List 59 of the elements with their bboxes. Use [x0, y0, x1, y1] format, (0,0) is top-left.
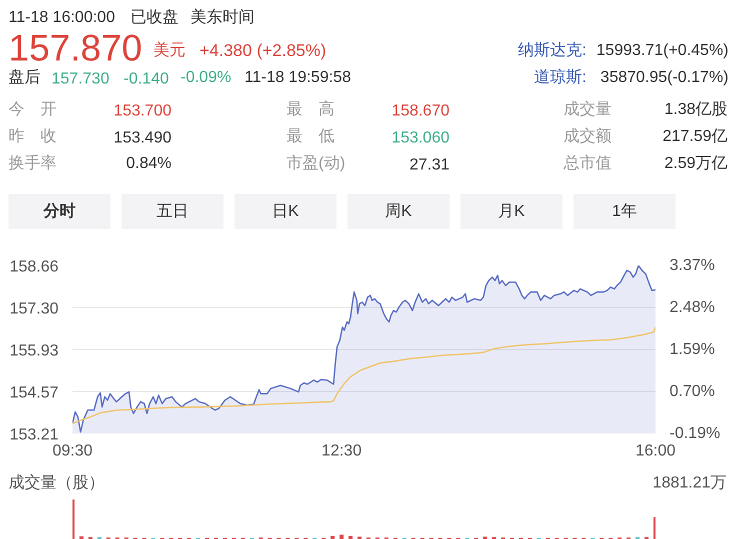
text: 已收盘 — [130, 9, 178, 26]
y-tick-label: 157.30 — [10, 300, 59, 318]
text: 35870.95(-0.17%) — [600, 69, 729, 86]
text: 217.59亿 — [662, 128, 728, 145]
text: 分时 — [42, 202, 76, 220]
text: 美元 — [154, 41, 186, 59]
text: 总市值 — [562, 154, 612, 172]
chart-title: 成交量（股） — [8, 474, 104, 492]
text: 11-18 16:00:00 — [8, 9, 116, 26]
line-series — [72, 326, 656, 424]
y2-tick-label: 1.59% — [670, 341, 715, 358]
text: 157.730 — [52, 70, 110, 88]
x-tick-label: 16:00 — [635, 442, 676, 460]
bar — [79, 536, 84, 539]
text: 0.84% — [126, 155, 172, 172]
text: 2.59万亿 — [664, 155, 728, 172]
y2-tick-label: -0.19% — [670, 425, 720, 442]
text: 纳斯达克: — [518, 41, 587, 59]
text: 五日 — [156, 203, 188, 220]
text: -0.140 — [124, 70, 169, 88]
y-tick-label: 158.66 — [10, 258, 59, 276]
text: 11-18 19:59:58 — [244, 69, 352, 86]
text: 月K — [498, 203, 526, 220]
text: 道琼斯: — [534, 68, 587, 86]
y-tick-label: 153.21 — [10, 426, 59, 444]
text: 1年 — [612, 203, 637, 220]
text: 换手率 — [8, 154, 56, 172]
text: 昨 收 — [8, 128, 56, 145]
text: 美东时间 — [190, 8, 254, 26]
text: 盘后 — [8, 68, 40, 86]
text: 周K — [385, 203, 412, 220]
text: 15993.71(+0.45%) — [596, 42, 729, 59]
x-tick-label: 12:30 — [322, 442, 362, 460]
y-tick-label: 154.57 — [10, 384, 59, 402]
y-tick-label: 155.93 — [10, 342, 59, 360]
y2-tick-label: 2.48% — [670, 299, 715, 316]
text: 157.870 — [8, 28, 142, 68]
text: 成交量 — [564, 100, 612, 118]
text: 27.31 — [409, 156, 450, 174]
bar — [330, 536, 335, 539]
text: -0.09% — [180, 69, 232, 86]
text: 153.490 — [114, 130, 172, 146]
text: 1881.21万 — [652, 474, 727, 492]
text: 日K — [272, 203, 300, 220]
text: 最 低 — [286, 128, 334, 145]
text: 成交额 — [564, 127, 612, 145]
text: 153.060 — [392, 130, 450, 146]
y2-tick-label: 3.37% — [670, 257, 715, 274]
y2-tick-label: 0.70% — [670, 383, 715, 400]
bar — [340, 534, 344, 539]
bar — [348, 536, 353, 539]
text: 158.670 — [392, 102, 450, 120]
text: 1.38亿股 — [664, 101, 728, 118]
text: 市盈(动) — [286, 154, 346, 172]
text: 153.700 — [114, 102, 172, 120]
x-tick-label: 09:30 — [52, 442, 93, 460]
text: 最 高 — [286, 100, 334, 118]
text: 今 开 — [8, 101, 56, 118]
text: +4.380 (+2.85%) — [200, 41, 326, 60]
